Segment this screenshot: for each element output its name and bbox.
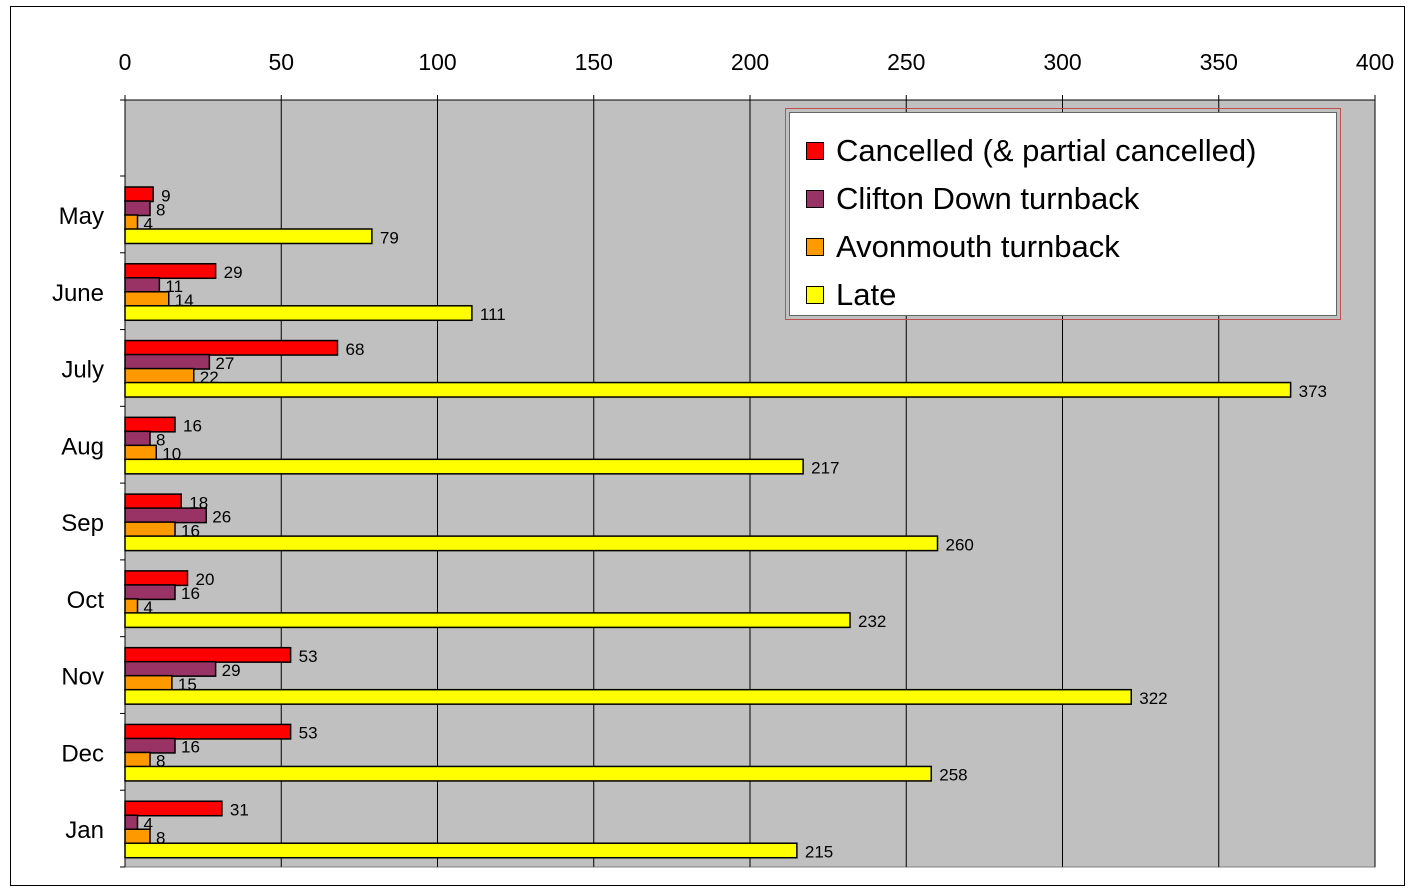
bar-june-series-2	[125, 292, 169, 307]
bar-may-series-0	[125, 187, 153, 202]
bar-nov-series-3	[125, 690, 1131, 705]
x-tick-label-0: 0	[119, 49, 132, 75]
data-label-jan-series-3: 215	[805, 842, 833, 861]
bar-jan-series-1	[125, 815, 138, 830]
data-label-july-series-0: 68	[346, 340, 365, 359]
category-label-nov: Nov	[61, 664, 104, 691]
bar-jan-series-0	[125, 801, 222, 816]
data-label-sep-series-3: 260	[946, 535, 974, 554]
bar-july-series-2	[125, 369, 194, 384]
legend-swatch-1	[806, 190, 824, 208]
x-tick-label-100: 100	[418, 49, 456, 75]
data-label-nov-series-1: 29	[222, 661, 241, 680]
data-label-may-series-1: 8	[156, 200, 165, 219]
category-label-july: July	[61, 357, 104, 384]
bar-dec-series-0	[125, 724, 291, 739]
x-tick-label-50: 50	[268, 49, 294, 75]
legend-swatch-3	[806, 286, 824, 304]
chart-legend: Cancelled (& partial cancelled) Clifton D…	[785, 108, 1341, 320]
category-label-oct: Oct	[67, 587, 105, 614]
data-label-oct-series-1: 16	[181, 584, 200, 603]
bar-dec-series-1	[125, 738, 175, 753]
legend-item-1: Clifton Down turnback	[790, 175, 1336, 223]
category-label-sep: Sep	[61, 510, 104, 537]
legend-item-0: Cancelled (& partial cancelled)	[790, 127, 1336, 175]
data-label-aug-series-0: 16	[183, 417, 202, 436]
bar-oct-series-0	[125, 571, 188, 586]
data-label-jan-series-0: 31	[230, 800, 249, 819]
category-label-may: May	[59, 203, 104, 230]
bar-oct-series-3	[125, 613, 850, 628]
bar-aug-series-1	[125, 431, 150, 446]
legend-label-0: Cancelled (& partial cancelled)	[836, 133, 1256, 169]
legend-label-2: Avonmouth turnback	[836, 229, 1120, 265]
legend-swatch-2	[806, 238, 824, 256]
bar-june-series-3	[125, 306, 472, 321]
data-label-dec-series-3: 258	[939, 766, 967, 785]
bar-nov-series-0	[125, 648, 291, 663]
bar-sep-series-0	[125, 494, 181, 509]
data-label-dec-series-0: 53	[299, 724, 318, 743]
data-label-june-series-3: 111	[480, 305, 506, 324]
x-tick-label-150: 150	[575, 49, 613, 75]
bar-may-series-3	[125, 229, 372, 244]
legend-item-3: Late	[790, 271, 1336, 319]
category-label-aug: Aug	[61, 433, 104, 460]
category-label-jan: Jan	[65, 817, 104, 844]
bar-sep-series-2	[125, 522, 175, 537]
legend-label-3: Late	[836, 277, 896, 313]
bar-oct-series-2	[125, 599, 138, 614]
category-label-june: June	[52, 280, 104, 307]
data-label-july-series-3: 373	[1299, 382, 1327, 401]
bar-aug-series-2	[125, 445, 156, 460]
data-label-sep-series-1: 26	[212, 507, 231, 526]
bar-june-series-1	[125, 278, 159, 293]
bar-july-series-1	[125, 355, 209, 370]
bar-aug-series-0	[125, 417, 175, 432]
legend-swatch-0	[806, 142, 824, 160]
data-label-dec-series-1: 16	[181, 738, 200, 757]
x-tick-label-400: 400	[1356, 49, 1394, 75]
data-label-may-series-3: 79	[380, 228, 399, 247]
x-tick-label-350: 350	[1200, 49, 1238, 75]
bar-nov-series-2	[125, 676, 172, 691]
x-tick-label-250: 250	[887, 49, 925, 75]
bar-july-series-3	[125, 383, 1291, 398]
data-label-nov-series-0: 53	[299, 647, 318, 666]
data-label-nov-series-3: 322	[1139, 689, 1167, 708]
bar-nov-series-1	[125, 662, 216, 677]
x-tick-label-200: 200	[731, 49, 769, 75]
data-label-oct-series-3: 232	[858, 612, 886, 631]
legend-label-1: Clifton Down turnback	[836, 181, 1139, 217]
bar-may-series-2	[125, 215, 138, 230]
bar-jan-series-2	[125, 829, 150, 844]
category-label-dec: Dec	[61, 740, 104, 767]
bar-jan-series-3	[125, 843, 797, 858]
bar-sep-series-3	[125, 536, 938, 551]
bar-dec-series-3	[125, 766, 931, 781]
bar-dec-series-2	[125, 752, 150, 767]
legend-item-2: Avonmouth turnback	[790, 223, 1336, 271]
data-label-june-series-0: 29	[224, 263, 243, 282]
bar-aug-series-3	[125, 459, 803, 474]
x-tick-label-300: 300	[1043, 49, 1081, 75]
data-label-aug-series-3: 217	[811, 459, 839, 478]
